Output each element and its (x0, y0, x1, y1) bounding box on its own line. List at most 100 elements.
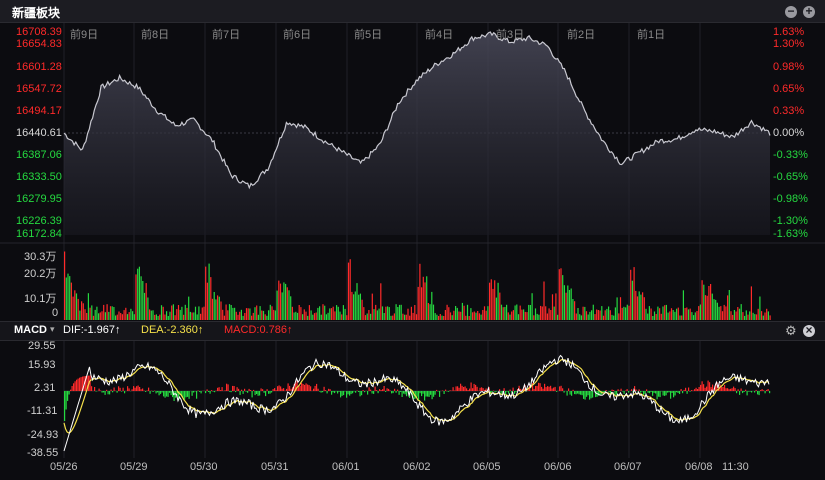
volume-bar (279, 283, 282, 320)
macd-bar (737, 389, 739, 391)
volume-bar (393, 313, 395, 320)
volume-bar (234, 307, 236, 320)
macd-bar (352, 391, 354, 394)
macd-bar (164, 391, 166, 398)
volume-bar (613, 315, 615, 320)
volume-bar (750, 286, 752, 320)
macd-bar (158, 391, 160, 396)
volume-bar (451, 315, 453, 320)
macd-bar (244, 388, 246, 391)
indicator-selector[interactable]: MACD (14, 324, 47, 336)
volume-bar (490, 279, 492, 320)
macd-bar (104, 391, 106, 395)
volume-bar (421, 287, 423, 320)
macd-bar (724, 384, 726, 391)
macd-bar (400, 391, 402, 392)
macd-bar (124, 391, 126, 394)
volume-bar (677, 307, 679, 320)
macd-bar (635, 389, 637, 391)
volume-bar (419, 263, 421, 320)
macd-bar (331, 391, 333, 395)
volume-bar (290, 296, 292, 320)
gear-icon[interactable]: ⚙ (785, 323, 797, 338)
add-button[interactable]: + (803, 5, 815, 18)
volume-bar (126, 314, 129, 320)
macd-bar (758, 391, 760, 396)
volume-bar (636, 296, 639, 320)
volume-bar (262, 310, 265, 320)
volume-bar (653, 311, 656, 320)
macd-bar (494, 391, 496, 393)
volume-bar (103, 304, 105, 320)
volume-bar (580, 315, 582, 320)
volume-bar (742, 312, 744, 320)
macd-bar (427, 391, 429, 397)
volume-bar (116, 314, 118, 320)
macd-bar (155, 391, 157, 394)
top-axis-label: 前6日 (283, 29, 312, 41)
volume-bar (288, 290, 290, 320)
volume-bar (597, 310, 599, 320)
top-axis-label: 前9日 (70, 29, 99, 41)
close-icon[interactable]: × (803, 324, 815, 337)
volume-bar (633, 267, 635, 320)
volume-bar (145, 283, 147, 320)
macd-bar (725, 388, 727, 391)
volume-bar (531, 293, 533, 320)
macd-bar (674, 391, 676, 396)
price-line[interactable] (63, 31, 771, 190)
macd-bar (397, 389, 399, 391)
macd-bar (755, 389, 757, 391)
pct-axis-label: -0.33% (773, 149, 808, 161)
macd-bar (221, 387, 223, 391)
dif-line (63, 354, 770, 452)
macd-bar (616, 391, 618, 395)
volume-bar (701, 280, 703, 320)
minimize-button[interactable]: − (785, 5, 797, 18)
macd-bar (136, 386, 138, 391)
volume-bar (575, 313, 577, 320)
volume-bar (152, 310, 154, 320)
volume-bar (720, 306, 722, 320)
volume-bar (167, 316, 169, 320)
bottom-axis-label: 05/30 (190, 461, 218, 473)
volume-bar (640, 294, 642, 320)
macd-bar (332, 391, 334, 393)
volume-bar (155, 314, 157, 320)
macd-bar (754, 391, 756, 393)
macd-bar (536, 385, 538, 391)
volume-bar (499, 292, 501, 320)
macd-bar (443, 391, 445, 394)
macd-bar (586, 391, 588, 397)
macd-bar (733, 386, 735, 391)
macd-bar (224, 390, 226, 391)
macd-bar (385, 391, 387, 392)
macd-bar (463, 387, 465, 391)
pct-axis-label: -1.63% (773, 228, 808, 240)
macd-axis-label: 29.55 (28, 340, 56, 352)
macd-axis-label: -24.93 (27, 429, 59, 441)
macd-bar (418, 391, 420, 400)
volume-bar (254, 307, 256, 320)
macd-bar (550, 385, 552, 391)
volume-bar (591, 310, 593, 320)
volume-bar (638, 291, 640, 320)
macd-bar (85, 376, 87, 391)
macd-bar (656, 391, 658, 400)
volume-bar (674, 311, 676, 320)
macd-bar (260, 388, 262, 391)
volume-bar (208, 263, 210, 320)
chevron-down-icon[interactable]: ▾ (50, 324, 55, 334)
volume-bar (77, 298, 79, 320)
volume-bar (449, 312, 452, 320)
macd-bar (392, 391, 394, 394)
volume-bar (325, 314, 327, 320)
macd-bar (728, 389, 730, 391)
macd-bar (377, 391, 379, 394)
volume-bar (200, 313, 202, 320)
macd-bar (338, 391, 340, 392)
volume-bar (551, 294, 554, 320)
volume-bar (694, 312, 696, 320)
volume-bar (432, 304, 435, 320)
volume-bar (381, 306, 384, 320)
